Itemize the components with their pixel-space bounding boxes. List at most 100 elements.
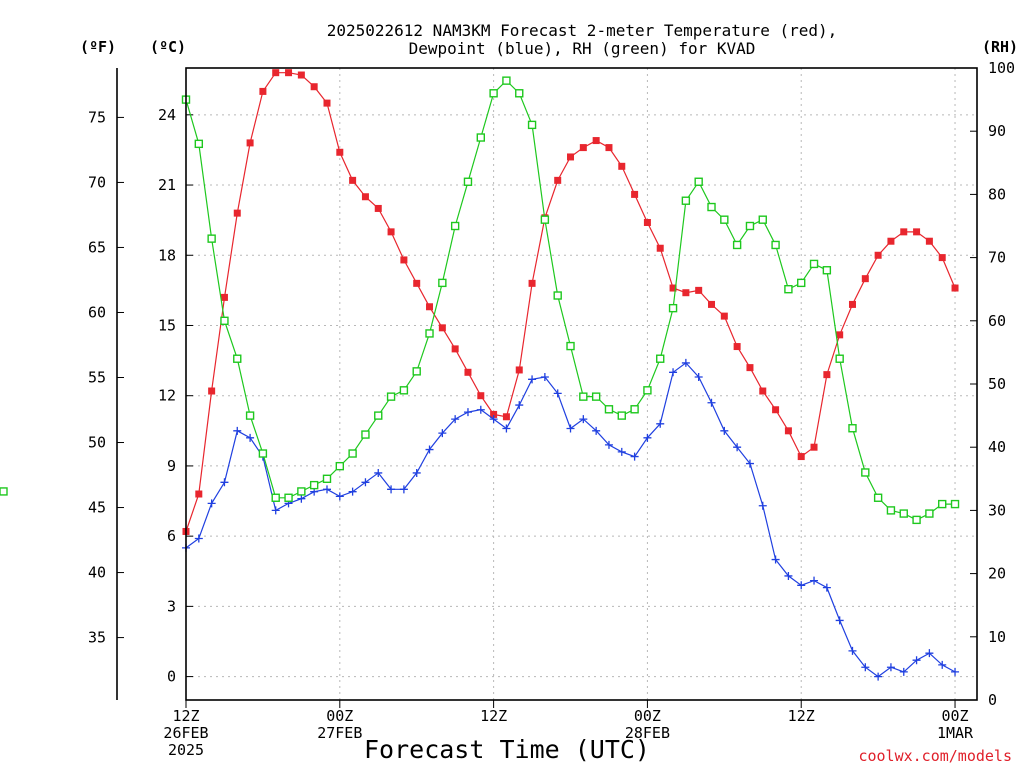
data-point [784,427,792,435]
data-point [413,279,421,287]
tick-label-rh: 100 [988,59,1015,77]
data-point [348,487,357,496]
data-point [335,492,344,501]
data-point [656,354,665,363]
data-point [835,354,844,363]
data-point [681,358,690,367]
data-point [579,415,588,424]
data-point [617,447,626,456]
data-point [374,468,383,477]
data-point [617,411,626,420]
data-point [297,487,306,496]
series-dewpoint [182,358,960,681]
data-point [412,468,421,477]
data-point [233,209,241,217]
tick-label-f: 60 [88,303,106,321]
tick-label-rh: 70 [988,249,1006,267]
tick-label-c: 12 [158,387,176,405]
data-point [323,99,331,107]
data-point [579,144,587,152]
data-point [874,251,882,259]
tick-label-x: 2025 [168,741,204,759]
tick-label-x: 00Z [634,707,661,725]
data-point [899,509,908,518]
data-point [745,221,755,231]
data-point [681,196,691,205]
data-point [643,218,651,226]
data-point [207,499,216,508]
data-point [784,571,793,580]
data-point [951,284,959,292]
data-point [207,234,216,243]
data-point [771,240,780,250]
data-point [708,300,716,308]
data-point [861,663,870,672]
data-point [809,259,819,269]
data-series [0,69,960,681]
data-point [784,285,793,294]
data-point [592,137,600,145]
series-line [185,72,956,532]
data-point [591,392,601,401]
data-point [348,449,357,458]
tick-label-c: 24 [158,106,176,124]
data-point [515,401,524,410]
data-point [874,672,883,681]
data-point [220,293,228,301]
tick-label-x: 28FEB [625,724,670,742]
data-point [528,375,537,384]
data-point [194,534,203,543]
data-point [835,616,844,625]
tick-label-rh: 10 [988,628,1006,646]
tick-label-rh: 50 [988,375,1006,393]
data-point [925,649,934,658]
tick-label-f: 35 [88,629,106,647]
data-point [720,312,728,320]
data-point [669,284,677,292]
data-point [399,386,409,395]
data-point [0,487,8,496]
data-point [720,215,729,224]
data-point [925,509,934,518]
y-axes: 0 3 6 9 12 15 18 21 24 35 40 45 50 55 60 65 70 75 0 10 20 30 4… [88,59,1015,709]
data-point [349,176,357,184]
data-point [797,453,805,461]
data-point [656,244,664,252]
data-point [220,316,229,325]
data-point [797,278,806,288]
data-point [463,408,472,417]
tick-label-rh: 20 [988,565,1006,583]
data-point [515,366,523,374]
tick-label-rh: 40 [988,438,1006,456]
tick-label-f: 40 [88,564,106,582]
data-point [463,177,473,186]
tick-label-x: 26FEB [163,724,208,742]
data-point [656,419,665,428]
data-point [631,190,639,198]
unit-fahrenheit: (ºF) [80,38,116,56]
data-point [951,667,960,676]
data-point [720,426,729,435]
data-point [540,372,549,381]
credit-label: coolwx.com/models [858,747,1012,765]
data-point [195,490,203,498]
data-point [759,387,767,395]
data-point [733,343,741,351]
data-point [566,341,575,351]
data-point [732,240,742,250]
data-point [297,494,306,503]
tick-label-c: 0 [167,668,176,686]
data-point [399,485,408,494]
tick-label-rh: 60 [988,312,1006,330]
data-point [707,398,716,407]
tick-label-f: 75 [88,108,106,126]
data-point [848,300,856,308]
data-point [271,493,280,502]
data-point [309,480,319,490]
data-point [425,329,434,338]
data-point [322,474,332,483]
tick-label-x: 12Z [172,707,199,725]
data-point [335,461,345,471]
data-point [425,445,434,454]
